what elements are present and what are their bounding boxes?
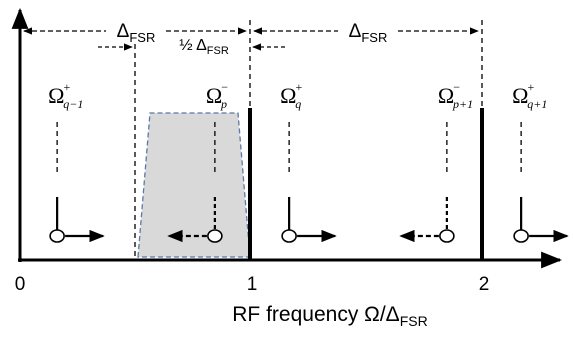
filter-passband xyxy=(137,112,251,258)
mode-label-omega: Ω xyxy=(438,83,454,108)
mode-marker xyxy=(513,229,529,243)
mode-marker xyxy=(281,229,297,243)
tick-label-2: 2 xyxy=(479,274,490,295)
mode-label: Ω− p xyxy=(206,80,228,111)
mode-label-omega: Ω xyxy=(280,83,296,108)
mode-marker xyxy=(439,229,455,243)
half-fsr-label: ½ ΔFSR xyxy=(179,37,229,57)
x-axis-ticks: 0 1 2 xyxy=(15,274,490,295)
mode-label-omega: Ω xyxy=(48,83,64,108)
mode-label-sub: p+1 xyxy=(452,97,473,111)
mode-2: Ω+ q xyxy=(280,80,337,243)
x-axis-label: RF frequency Ω/ΔFSR xyxy=(232,303,427,329)
mode-0: Ω+ q−1 xyxy=(48,80,105,243)
mode-label-sup: + xyxy=(63,80,70,94)
mode-3: Ω− p+1 xyxy=(399,80,473,243)
mode-label-sup: − xyxy=(221,80,228,94)
mode-label-sub: p xyxy=(220,97,227,111)
mode-label: Ω+ q−1 xyxy=(48,80,83,111)
mode-label-sub: q xyxy=(295,97,301,111)
mode-label: Ω+ q+1 xyxy=(512,80,547,111)
mode-label: Ω− p+1 xyxy=(438,80,473,111)
fsr-label-left: ΔFSR xyxy=(117,21,156,45)
tick-label-0: 0 xyxy=(15,274,26,295)
mode-marker xyxy=(207,229,223,243)
mode-label-sup: − xyxy=(453,80,460,94)
optical-modes: Ω+ q−1 Ω− p Ω+ q Ω− p+1 Ω+ q+1 xyxy=(48,80,569,243)
fsr-label-right: ΔFSR xyxy=(349,21,388,45)
mode-label-sub: q−1 xyxy=(63,97,83,111)
mode-label-omega: Ω xyxy=(206,83,222,108)
mode-4: Ω+ q+1 xyxy=(512,80,569,243)
mode-label-sup: + xyxy=(527,80,534,94)
mode-label-sup: + xyxy=(295,80,302,94)
mode-label-omega: Ω xyxy=(512,83,528,108)
mode-1: Ω− p xyxy=(167,80,228,243)
mode-label-sub: q+1 xyxy=(527,97,547,111)
tick-label-1: 1 xyxy=(247,274,258,295)
mode-marker xyxy=(49,229,65,243)
mode-label: Ω+ q xyxy=(280,80,302,111)
